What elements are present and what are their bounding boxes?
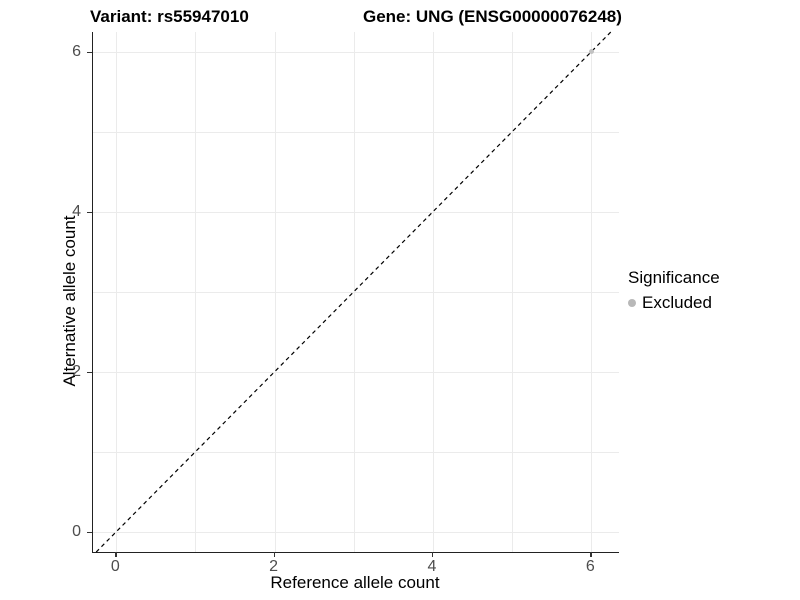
gridline-horizontal [93, 291, 619, 293]
gridline-vertical [116, 32, 118, 552]
x-tick-mark [590, 552, 592, 557]
y-tick-label: 4 [72, 202, 81, 220]
legend-item: Excluded [628, 293, 720, 313]
y-tick-label: 0 [72, 522, 81, 540]
legend: Significance Excluded [628, 268, 720, 313]
legend-title: Significance [628, 268, 720, 287]
y-tick-label: 2 [72, 362, 81, 380]
y-tick-mark [87, 211, 92, 214]
gridline-vertical [195, 32, 197, 552]
legend-items: Excluded [628, 293, 720, 313]
gene-title: Gene: UNG (ENSG00000076248) [363, 7, 622, 26]
gridline-horizontal [93, 451, 619, 453]
x-tick-mark [431, 552, 434, 557]
gridline-horizontal [93, 531, 619, 533]
gridline-horizontal [93, 51, 619, 53]
legend-point-icon [628, 299, 636, 307]
y-tick-mark [87, 51, 92, 54]
x-axis-title: Reference allele count [270, 573, 440, 592]
gridline-horizontal [93, 131, 619, 133]
x-tick-label: 6 [585, 558, 595, 575]
identity-reference-line [95, 31, 612, 553]
identity-line-layer [95, 31, 612, 553]
y-tick-mark [87, 531, 92, 534]
y-tick-label: 6 [72, 42, 81, 60]
x-tick-label: 2 [269, 558, 279, 575]
data-point [588, 49, 594, 55]
gridline-vertical [274, 32, 276, 552]
legend-item-label: Excluded [642, 293, 712, 312]
x-tick-mark [115, 552, 117, 557]
gridline-horizontal [93, 371, 619, 373]
plot-panel [92, 31, 619, 553]
x-tick-mark [273, 552, 276, 557]
y-tick-mark [87, 371, 92, 374]
gridline-vertical [353, 32, 355, 552]
x-tick-label: 4 [427, 558, 437, 575]
variant-title: Variant: rs55947010 [90, 7, 249, 26]
x-tick-label: 0 [110, 558, 120, 575]
gridline-horizontal [93, 211, 619, 213]
